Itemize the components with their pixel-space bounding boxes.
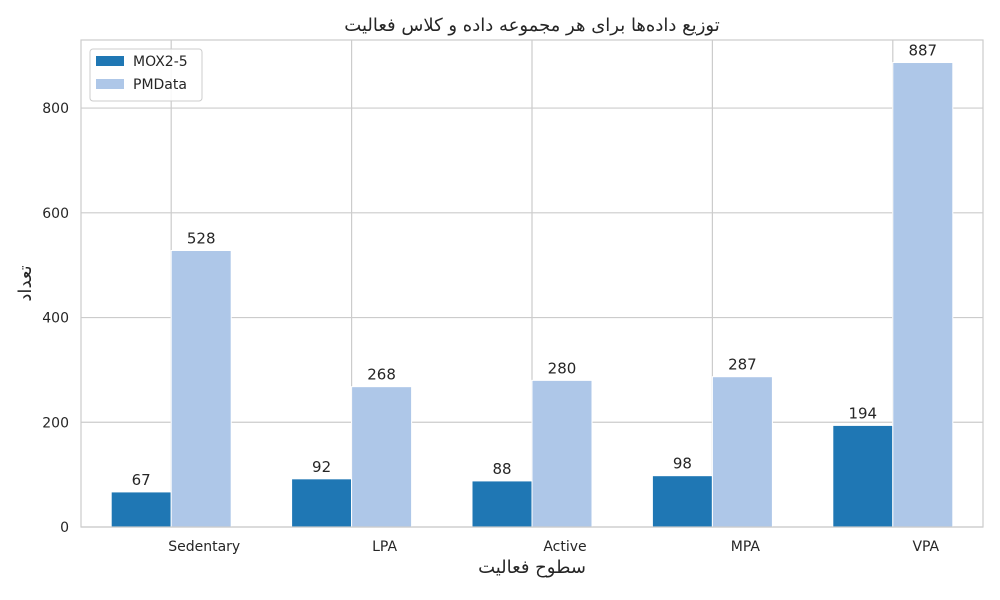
bar-MOX2-5-Sedentary	[111, 492, 171, 527]
y-axis-label: تعداد	[15, 265, 36, 301]
data-label: 287	[728, 356, 757, 374]
y-tick-label: 200	[42, 415, 69, 431]
data-label: 887	[908, 42, 937, 60]
y-tick-label: 400	[42, 311, 69, 327]
bar-PMData-LPA	[352, 387, 412, 527]
legend-swatch	[96, 79, 124, 89]
bar-MOX2-5-VPA	[833, 425, 893, 527]
x-tick-label: VPA	[912, 539, 939, 555]
x-tick-label: Sedentary	[168, 539, 240, 555]
data-label: 88	[492, 460, 511, 478]
data-label: 268	[367, 366, 396, 384]
y-tick-label: 800	[42, 101, 69, 117]
y-tick-label: 600	[42, 206, 69, 222]
bar-MOX2-5-LPA	[292, 479, 352, 527]
legend-entry: MOX2-5	[133, 54, 188, 70]
data-label: 528	[187, 230, 216, 248]
data-label: 92	[312, 458, 331, 476]
x-tick-label: LPA	[372, 539, 397, 555]
bar-PMData-MPA	[712, 377, 772, 527]
bar-MOX2-5-MPA	[652, 476, 712, 527]
x-tick-label: Active	[543, 539, 586, 555]
bar-PMData-Sedentary	[171, 251, 231, 527]
y-tick-label: 0	[60, 520, 69, 536]
data-label: 98	[673, 455, 692, 473]
bar-PMData-Active	[532, 380, 592, 527]
data-label: 67	[132, 471, 151, 489]
bar-MOX2-5-Active	[472, 481, 532, 527]
data-label: 280	[548, 359, 577, 377]
legend: MOX2-5 PMData	[90, 49, 202, 101]
bar-PMData-VPA	[893, 63, 953, 527]
x-tick-label: MPA	[731, 539, 761, 555]
data-label: 194	[848, 404, 877, 422]
x-axis-label: سطوح فعالیت	[478, 557, 586, 578]
legend-entry: PMData	[133, 77, 187, 93]
chart-title: توزیع داده‌ها برای هر مجموعه داده و کلاس…	[344, 15, 719, 36]
legend-swatch	[96, 56, 124, 66]
